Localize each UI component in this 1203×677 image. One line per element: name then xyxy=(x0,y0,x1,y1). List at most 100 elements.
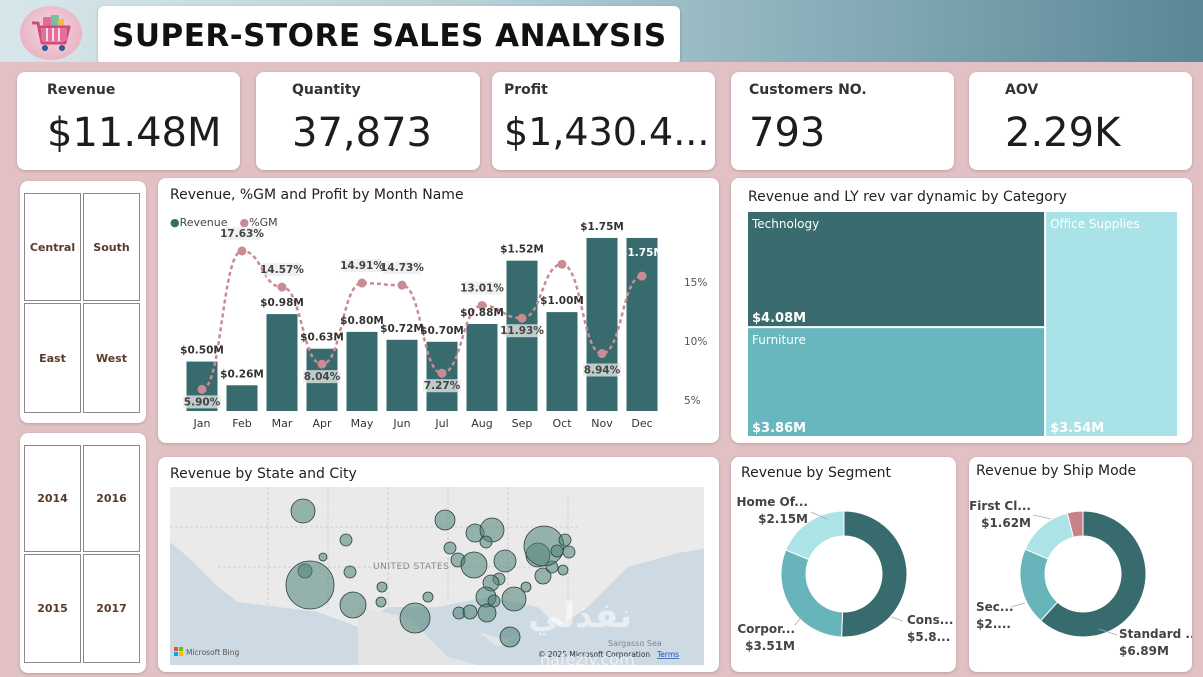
gm-label-bg xyxy=(263,263,301,277)
slicer-item-2015[interactable]: 2015 xyxy=(24,554,81,663)
kpi-card-aov: AOV 2.29K xyxy=(969,72,1192,170)
watermark: نفذلي xyxy=(528,596,633,636)
map-chart-card: Revenue by State and City UNITED STATES S… xyxy=(158,457,719,672)
donut-slice-0[interactable] xyxy=(1039,510,1147,638)
map-city-bubble xyxy=(339,533,353,547)
slicer-item-central[interactable]: Central xyxy=(24,193,81,301)
bar-nov xyxy=(586,237,618,411)
chart-title: Revenue by Ship Mode xyxy=(976,463,1137,479)
map-city-bubble xyxy=(443,541,457,555)
map-city-bubble xyxy=(285,560,335,610)
gm-point xyxy=(637,271,647,281)
gm-point xyxy=(237,246,247,256)
slicer-item-east[interactable]: East xyxy=(24,303,81,413)
slicer-item-2014[interactable]: 2014 xyxy=(24,445,81,552)
kpi-label: Profit xyxy=(504,82,548,98)
slicer-item-2017[interactable]: 2017 xyxy=(83,554,140,663)
bar-data-label: $0.80M xyxy=(340,315,384,327)
donut-leader-line xyxy=(1032,514,1052,520)
x-tick-label: May xyxy=(351,417,374,430)
map-terms-link[interactable]: Terms xyxy=(656,650,679,659)
donut-category-label: Standard ... xyxy=(1119,627,1192,641)
region-slicer: Central South East West xyxy=(20,181,146,423)
year-slicer: 2014 2016 2015 2017 xyxy=(20,433,146,673)
shipmode-donut[interactable]: Standard ... $6.89M Sec... $2.... First Cl..… xyxy=(969,457,1192,672)
gm-label-bg xyxy=(383,261,421,275)
donut-leader-line xyxy=(1010,602,1026,608)
month-chart[interactable]: Jan Feb Mar Apr May Jun Jul Aug Sep Oct Nov Dec $0.5… xyxy=(158,178,719,443)
donut-slice-3[interactable] xyxy=(1066,510,1084,538)
x-tick-label: Feb xyxy=(232,417,251,430)
donut-slice-2[interactable] xyxy=(785,510,845,561)
donut-category-label: First Cl... xyxy=(969,499,1031,513)
bar-data-label: $0.50M xyxy=(180,345,224,357)
bar-data-label: $0.98M xyxy=(260,297,304,309)
treemap-tile-furniture[interactable] xyxy=(748,328,1045,436)
bar-dec xyxy=(626,237,658,411)
treemap-tile-technology[interactable] xyxy=(748,212,1045,327)
gm-label-bg xyxy=(423,379,461,393)
kpi-card-quantity: Quantity 37,873 xyxy=(256,72,480,170)
gm-data-label: 14.57% xyxy=(260,264,304,276)
bar-oct xyxy=(546,312,578,411)
shipmode-chart-card: Revenue by Ship Mode Standard ... $6.89M S… xyxy=(969,457,1192,672)
slicer-item-2016[interactable]: 2016 xyxy=(83,445,140,552)
x-tick-label: Oct xyxy=(552,417,572,430)
map-city-bubble xyxy=(318,552,328,562)
map-city-bubble xyxy=(557,564,569,576)
gm-label-bg xyxy=(183,395,221,409)
kpi-card-profit: Profit $1,430.4... xyxy=(492,72,715,170)
bar-data-label: $1.52M xyxy=(500,244,544,256)
bar-feb xyxy=(226,385,258,411)
gm-data-label-group: 8.04% xyxy=(303,370,341,384)
slicer-item-south[interactable]: South xyxy=(83,193,140,301)
gm-data-label-group: 5.90% xyxy=(183,395,221,409)
map-city-bubble xyxy=(462,604,478,620)
revenue-map[interactable]: UNITED STATES Sargasso Sea Microsoft Bing ©… xyxy=(158,457,719,672)
donut-value-label: $3.51M xyxy=(745,639,795,653)
treemap-tile-office-supplies[interactable] xyxy=(1046,212,1177,436)
treemap-tile-label: Office Supplies xyxy=(1050,217,1140,231)
map-city-bubble xyxy=(477,603,497,623)
bar-may xyxy=(346,331,378,411)
bar-jun xyxy=(386,339,418,411)
gm-label-bg xyxy=(463,281,501,295)
gm-point xyxy=(437,368,447,378)
treemap-tile-value: $3.54M xyxy=(1050,421,1104,436)
gm-point xyxy=(317,359,327,369)
gm-data-label-group: 14.57% xyxy=(260,263,304,277)
bar-data-label: $1.00M xyxy=(540,295,584,307)
legend-item-revenue[interactable]: ●Revenue xyxy=(170,216,228,229)
donut-leader-line xyxy=(1098,628,1118,636)
slicer-item-west[interactable]: West xyxy=(83,303,140,413)
map-provider-label: Microsoft Bing xyxy=(186,648,239,657)
legend-item-gm[interactable]: ●%GM xyxy=(239,216,278,229)
chart-title: Revenue, %GM and Profit by Month Name xyxy=(170,187,464,203)
map-city-bubble xyxy=(422,591,434,603)
map-city-bubble xyxy=(399,602,431,634)
treemap-tile-value: $4.08M xyxy=(752,311,806,326)
gm-point xyxy=(597,349,607,359)
map-city-bubble xyxy=(487,594,501,608)
map-city-bubble xyxy=(558,533,572,547)
bar-data-label: $0.70M xyxy=(420,325,464,337)
map-land-florida xyxy=(478,632,518,647)
category-treemap[interactable]: Technology $4.08M Furniture $3.86M Office Su… xyxy=(731,178,1192,443)
x-tick-label: Aug xyxy=(471,417,492,430)
kpi-card-customers: Customers NO. 793 xyxy=(731,72,954,170)
donut-slice-0[interactable] xyxy=(841,510,908,638)
donut-slice-2[interactable] xyxy=(1024,512,1075,560)
gm-point xyxy=(397,280,407,290)
kpi-label: Customers NO. xyxy=(749,82,867,98)
segment-donut[interactable]: Cons... $5.8... Corpor... $3.51M Home Of... $… xyxy=(731,457,956,672)
watermark-site: nafezly.com xyxy=(540,650,635,669)
gm-data-label: 13.01% xyxy=(460,282,504,294)
gm-data-label: 7.27% xyxy=(424,380,461,392)
donut-leader-line xyxy=(794,614,804,626)
page-title-box: SUPER-STORE SALES ANALYSIS xyxy=(98,6,680,65)
map-city-bubble xyxy=(434,509,456,531)
donut-category-label: Home Of... xyxy=(736,495,808,509)
x-tick-label: Jul xyxy=(434,417,448,430)
kpi-label: AOV xyxy=(1005,82,1039,98)
donut-value-label: $6.89M xyxy=(1119,644,1169,658)
